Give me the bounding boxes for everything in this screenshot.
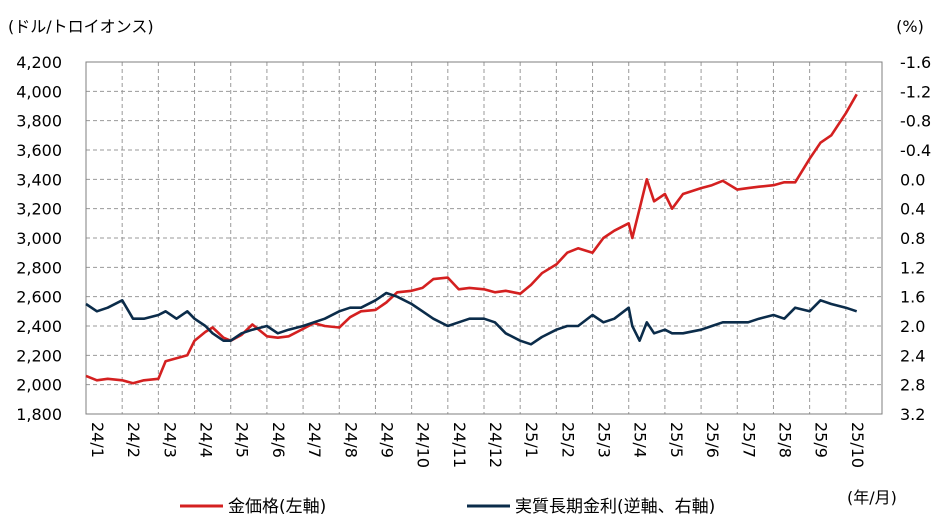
right-axis-tick-label: 1.2 bbox=[900, 258, 925, 277]
gridlines bbox=[86, 62, 882, 414]
right-axis-tick-label: 0.8 bbox=[900, 229, 925, 248]
right-axis-tick-label: 3.2 bbox=[900, 405, 925, 424]
x-axis-tick-label: 25/7 bbox=[739, 422, 758, 458]
left-axis-tick-label: 1,800 bbox=[16, 405, 62, 424]
right-axis-tick-label: 1.6 bbox=[900, 288, 925, 307]
right-axis-tick-label: 0.4 bbox=[900, 200, 925, 219]
x-axis-tick-label: 24/1 bbox=[88, 422, 107, 458]
left-axis-tick-label: 3,000 bbox=[16, 229, 62, 248]
x-axis-tick-label: 24/7 bbox=[305, 422, 324, 458]
right-axis-tick-label: 2.8 bbox=[900, 376, 925, 395]
plot-area-frame bbox=[85, 61, 883, 415]
right-axis-tick-label: -0.8 bbox=[900, 112, 931, 131]
left-axis-tick-label: 2,600 bbox=[16, 288, 62, 307]
gold-price-line bbox=[85, 93, 858, 385]
left-axis-tick-label: 2,400 bbox=[16, 317, 62, 336]
left-axis-unit: (ドル/トロイオンス) bbox=[8, 17, 154, 36]
left-axis-tick-label: 2,200 bbox=[16, 346, 62, 365]
x-axis-tick-label: 24/8 bbox=[341, 422, 360, 458]
x-axis-tick-label: 24/4 bbox=[197, 422, 216, 458]
right-axis-tick-label: 2.0 bbox=[900, 317, 925, 336]
x-axis-tick-label: 24/3 bbox=[160, 422, 179, 458]
right-axis-tick-label: 0.0 bbox=[900, 170, 925, 189]
legend: 金価格(左軸) 実質長期金利(逆軸、右軸) bbox=[180, 497, 715, 517]
x-axis-tick-label: 25/1 bbox=[522, 422, 541, 458]
x-axis-tick-label: 24/5 bbox=[233, 422, 252, 458]
x-axis-tick-label: 25/5 bbox=[667, 422, 686, 458]
right-axis-tick-label: 2.4 bbox=[900, 346, 925, 365]
x-axis-tick-label: 24/2 bbox=[124, 422, 143, 458]
series-lines bbox=[85, 93, 858, 385]
left-axis-tick-label: 3,400 bbox=[16, 170, 62, 189]
x-axis-tick-label: 24/11 bbox=[450, 422, 469, 468]
left-axis-tick-label: 3,600 bbox=[16, 141, 62, 160]
left-axis-tick-label: 4,000 bbox=[16, 82, 62, 101]
right-axis-tick-label: -1.6 bbox=[900, 53, 931, 72]
right-axis-tick-label: -1.2 bbox=[900, 82, 931, 101]
x-axis-tick-label: 25/10 bbox=[848, 422, 867, 468]
x-axis-tick-labels: 24/1 24/2 24/3 24/4 24/5 24/6 24/7 24/8 24/9 24/1… bbox=[88, 422, 867, 468]
left-axis-tick-label: 4,200 bbox=[16, 53, 62, 72]
x-axis-tick-label: 25/8 bbox=[775, 422, 794, 458]
x-axis-tick-label: 25/6 bbox=[703, 422, 722, 458]
left-axis-tick-labels: 1,800 2,000 2,200 2,400 2,600 2,800 3,000 3,200… bbox=[16, 53, 62, 424]
right-axis-tick-label: -0.4 bbox=[900, 141, 931, 160]
x-axis-tick-label: 24/9 bbox=[377, 422, 396, 458]
left-axis-tick-label: 2,000 bbox=[16, 376, 62, 395]
left-axis-tick-label: 3,800 bbox=[16, 112, 62, 131]
x-axis-tick-label: 25/9 bbox=[812, 422, 831, 458]
x-axis-tick-label: 24/6 bbox=[269, 422, 288, 458]
x-axis-tick-label: 24/10 bbox=[414, 422, 433, 468]
x-axis-unit: (年/月) bbox=[847, 488, 897, 507]
legend-label-real-yield: 実質長期金利(逆軸、右軸) bbox=[515, 497, 715, 517]
legend-label-gold-price: 金価格(左軸) bbox=[228, 497, 326, 517]
x-axis-tick-label: 25/2 bbox=[558, 422, 577, 458]
left-axis-tick-label: 2,800 bbox=[16, 258, 62, 277]
right-axis-tick-labels: -1.6 -1.2 -0.8 -0.4 0.0 0.4 0.8 1.2 1.6 2.0 2.4 2.8… bbox=[900, 53, 931, 424]
left-axis-tick-label: 3,200 bbox=[16, 200, 62, 219]
right-axis-unit: (%) bbox=[896, 17, 924, 36]
real-yield-line bbox=[85, 291, 858, 346]
x-axis-tick-label: 25/4 bbox=[631, 422, 650, 458]
x-axis-tick-label: 24/12 bbox=[486, 422, 505, 468]
x-axis-tick-label: 25/3 bbox=[595, 422, 614, 458]
